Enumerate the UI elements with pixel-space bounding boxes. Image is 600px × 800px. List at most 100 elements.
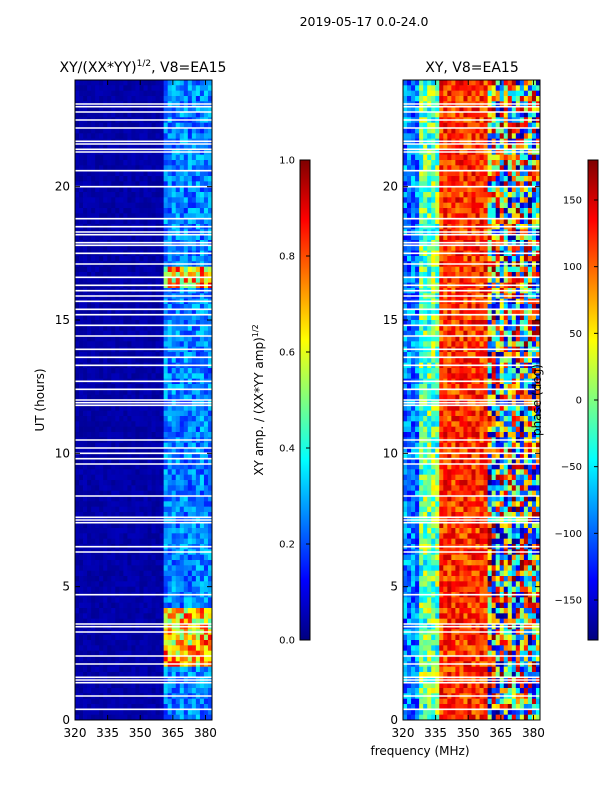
heatmap-cell: [131, 186, 136, 193]
heatmap-cell: [419, 133, 424, 140]
heatmap-cell: [131, 570, 136, 577]
heatmap-cell: [203, 160, 209, 166]
heatmap-cell: [179, 245, 185, 252]
heatmap-cell: [87, 272, 92, 278]
heatmap-cell: [195, 448, 201, 454]
heatmap-cell: [79, 277, 84, 284]
heatmap-cell: [147, 533, 152, 540]
heatmap-cell: [135, 448, 140, 454]
heatmap-cell: [175, 410, 181, 417]
heatmap-cell: [123, 245, 128, 252]
heatmap-cell: [83, 560, 88, 566]
heatmap-cell: [207, 394, 213, 401]
heatmap-cell: [131, 448, 136, 454]
heatmap-cell: [187, 650, 193, 657]
heatmap-cell: [479, 80, 484, 86]
heatmap-cell: [79, 672, 84, 678]
heatmap-cell: [167, 464, 173, 470]
heatmap-cell: [91, 373, 96, 380]
heatmap-cell: [111, 128, 116, 134]
heatmap-cell: [119, 122, 124, 129]
heatmap-cell: [423, 90, 428, 97]
heatmap-cell: [119, 389, 124, 396]
heatmap-cell: [143, 384, 148, 390]
heatmap-cell: [91, 192, 96, 198]
heatmap-cell: [167, 197, 173, 204]
heatmap-cell: [119, 645, 124, 652]
heatmap-cell: [131, 469, 136, 476]
heatmap-cell: [179, 144, 185, 150]
heatmap-cell: [411, 197, 416, 204]
heatmap-cell: [175, 170, 181, 177]
heatmap-cell: [91, 202, 96, 209]
heatmap-cell: [415, 192, 420, 198]
heatmap-cell: [87, 256, 92, 262]
heatmap-cell: [423, 165, 428, 172]
heatmap-cell: [135, 576, 140, 582]
heatmap-cell: [411, 85, 416, 92]
heatmap-cell: [187, 640, 193, 646]
heatmap-cell: [183, 501, 189, 508]
heatmap-cell: [119, 106, 124, 113]
heatmap-cell: [75, 405, 80, 412]
heatmap-cell: [83, 192, 88, 198]
heatmap-cell: [171, 602, 177, 609]
heatmap-cell: [187, 234, 193, 241]
heatmap-cell: [163, 501, 169, 508]
heatmap-cell: [195, 656, 201, 662]
heatmap-cell: [191, 80, 197, 86]
heatmap-cell: [479, 144, 484, 150]
heatmap-cell: [159, 90, 165, 97]
heatmap-cell: [79, 357, 84, 364]
heatmap-cell: [91, 714, 96, 721]
heatmap-cell: [443, 80, 448, 86]
heatmap-cell: [159, 650, 165, 657]
heatmap-cell: [475, 96, 480, 102]
heatmap-cell: [83, 474, 88, 481]
heatmap-cell: [115, 613, 120, 620]
heatmap-cell: [407, 112, 412, 118]
heatmap-cell: [119, 512, 124, 518]
heatmap-cell: [103, 640, 108, 646]
heatmap-cell: [483, 112, 489, 118]
heatmap-cell: [171, 426, 177, 433]
heatmap-cell: [131, 266, 136, 273]
heatmap-cell: [123, 485, 128, 492]
heatmap-cell: [411, 128, 416, 134]
heatmap-cell: [147, 448, 152, 454]
heatmap-cell: [167, 394, 173, 401]
heatmap-cell: [159, 581, 165, 588]
heatmap-cell: [199, 384, 205, 390]
heatmap-cell: [175, 154, 181, 161]
heatmap-cell: [123, 128, 128, 134]
heatmap-cell: [179, 602, 185, 609]
heatmap-cell: [199, 469, 205, 476]
heatmap-cell: [135, 373, 140, 380]
heatmap-cell: [83, 186, 88, 193]
heatmap-cell: [163, 304, 169, 310]
heatmap-cell: [199, 186, 205, 193]
heatmap-cell: [91, 325, 96, 332]
heatmap-cell: [167, 597, 173, 604]
heatmap-cell: [99, 256, 104, 262]
heatmap-cell: [167, 485, 173, 492]
heatmap-cell: [83, 416, 88, 422]
heatmap-cell: [75, 314, 80, 321]
heatmap-cell: [167, 304, 173, 310]
heatmap-cell: [159, 554, 165, 561]
heatmap-cell: [147, 389, 152, 396]
heatmap-cell: [427, 160, 432, 166]
heatmap-cell: [139, 341, 144, 348]
heatmap-cell: [95, 458, 100, 465]
heatmap-cell: [123, 90, 128, 97]
heatmap-cell: [455, 181, 460, 188]
heatmap-cell: [159, 480, 165, 486]
heatmap-cell: [535, 112, 541, 118]
heatmap-cell: [459, 202, 464, 209]
heatmap-cell: [199, 373, 205, 380]
heatmap-cell: [415, 112, 420, 118]
heatmap-cell: [207, 352, 213, 358]
heatmap-cell: [159, 336, 165, 342]
heatmap-cell: [111, 234, 116, 241]
heatmap-cell: [207, 314, 213, 321]
